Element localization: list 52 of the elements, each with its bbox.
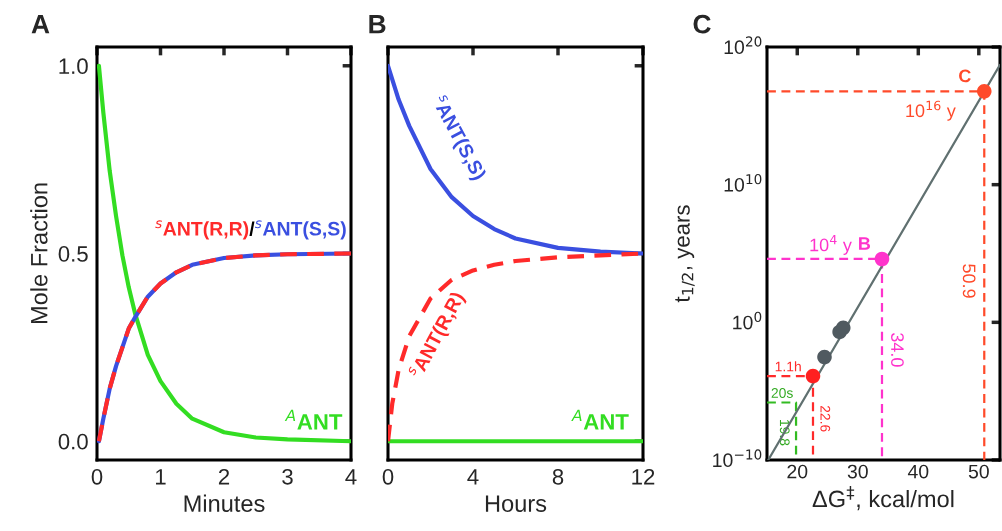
annotation: 34.0 xyxy=(891,332,904,367)
point xyxy=(835,320,851,336)
annotation: B xyxy=(859,237,871,250)
y-tick-label: 10$^{10}$ xyxy=(724,174,762,192)
annotation: 10$^{4}$ y xyxy=(810,235,852,255)
y-tick-label: 10$^{−10}$ xyxy=(713,449,762,468)
x-tick-label: 4 xyxy=(467,469,479,485)
x-tick-label: 20 xyxy=(787,464,808,479)
y-tick-label: 10$^{20}$ xyxy=(724,36,762,55)
x-tick-label: 0 xyxy=(382,468,394,485)
series-label: $^{A}$ANT xyxy=(284,409,343,430)
point xyxy=(805,368,821,384)
point xyxy=(874,251,890,267)
x-axis-title: Minutes xyxy=(184,494,265,512)
annotation: 19.8 xyxy=(779,420,790,446)
x-tick-label: 50 xyxy=(968,464,989,479)
y-tick-label: 0.5 xyxy=(58,246,88,262)
chart-title: B xyxy=(369,15,386,34)
x-tick-label: 12 xyxy=(632,468,655,485)
y-axis-title: t$_{1/2}$, years xyxy=(675,205,695,303)
annotation: 1.1h xyxy=(775,361,801,372)
x-tick-label: 8 xyxy=(552,468,564,485)
x-tick-label: 30 xyxy=(847,464,868,479)
annotation: 22.6 xyxy=(820,405,831,432)
y-tick-label: 1.0 xyxy=(59,58,88,75)
x-tick-label: 40 xyxy=(907,464,929,479)
annotation: / xyxy=(249,221,255,236)
y-tick-label: 0.0 xyxy=(58,433,88,450)
series-label: $^{A}$ANT xyxy=(571,409,629,430)
x-axis-title: Hours xyxy=(485,495,547,512)
text: $^{s}$ANT(R,R) xyxy=(407,290,468,382)
point xyxy=(817,349,832,365)
y-tick-label: 10$^{0}$ xyxy=(733,311,762,330)
annotation: 20s xyxy=(771,388,793,398)
chart-title: A xyxy=(31,15,50,34)
annotation: C xyxy=(959,69,971,83)
chart-title: C xyxy=(693,14,711,34)
text: $^{s}$ANT(S,S) xyxy=(428,93,488,183)
y-axis-title: Mole Fraction xyxy=(30,183,48,324)
x-tick-label: 3 xyxy=(282,468,293,485)
line-series xyxy=(97,251,351,444)
x-tick-label: 1 xyxy=(156,469,166,485)
x-tick-label: 0 xyxy=(91,468,103,485)
series-label: $^{s}$ANT(R,R) xyxy=(155,220,249,240)
line-series xyxy=(97,63,351,444)
x-axis-title: ΔG$^{‡}$, kcal/mol xyxy=(812,486,954,511)
point xyxy=(976,84,992,99)
series-label: $^{s}$ANT(S,S) xyxy=(255,220,346,240)
annotation: 10$^{16}$ y xyxy=(906,100,956,121)
x-tick-label: 4 xyxy=(345,469,357,485)
annotation: 50.9 xyxy=(962,264,976,298)
x-tick-label: 2 xyxy=(218,468,230,485)
